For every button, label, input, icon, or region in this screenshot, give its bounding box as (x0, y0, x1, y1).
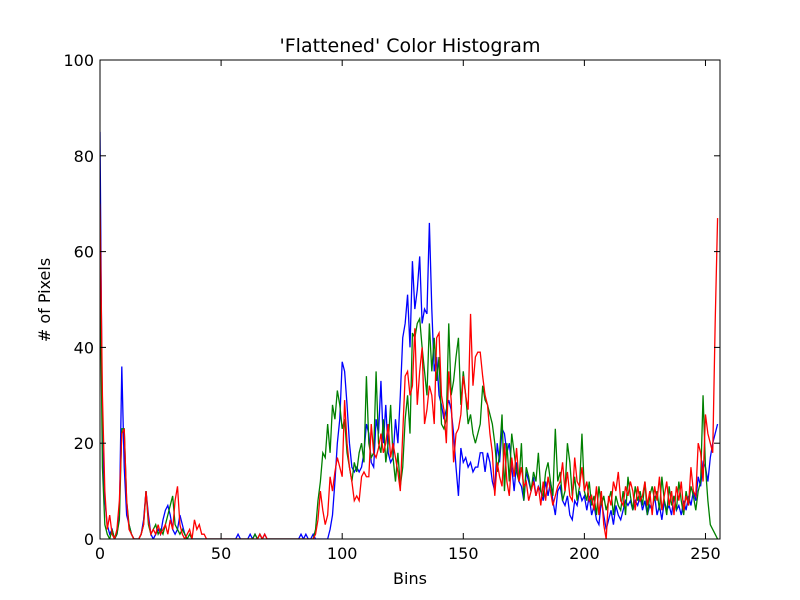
series-line (100, 203, 719, 539)
x-tick-label: 150 (448, 544, 479, 563)
x-tick-label: 50 (211, 544, 231, 563)
x-tick-label: 0 (95, 544, 105, 563)
y-tick-label: 80 (74, 147, 94, 166)
x-tick-label: 250 (690, 544, 721, 563)
plot-area: 0 50 100 150 200 250 0 20 40 60 80 100 (63, 51, 720, 563)
axes-frame (99, 59, 721, 540)
chart-title: 'Flattened' Color Histogram (280, 35, 541, 57)
y-tick-label: 60 (74, 243, 94, 262)
series-line (100, 131, 719, 539)
y-axis-label: # of Pixels (35, 258, 54, 342)
x-tick-label: 200 (569, 544, 600, 563)
x-tick-label: 100 (327, 544, 358, 563)
y-tick-label: 100 (63, 51, 94, 70)
y-tick-label: 20 (74, 434, 94, 453)
y-tick-label: 0 (84, 530, 94, 549)
series-line (100, 251, 719, 539)
y-tick-label: 40 (74, 338, 94, 357)
x-axis-label: Bins (393, 569, 427, 588)
